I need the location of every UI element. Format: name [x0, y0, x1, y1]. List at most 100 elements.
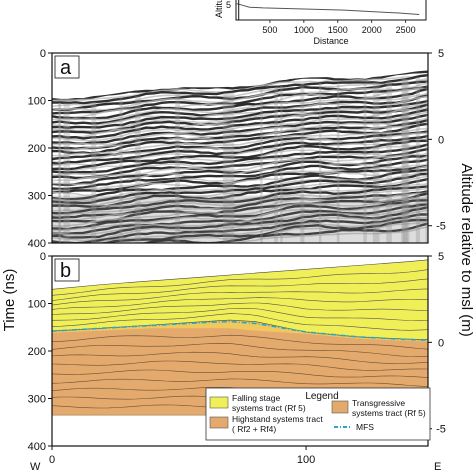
legend-highstand-label-1: Highstand systems tract: [232, 414, 323, 424]
ytick-right-label: 0: [438, 337, 444, 349]
radargram-streak: [223, 92, 229, 243]
ytick-left-label: 100: [28, 96, 46, 108]
radargram-streak: [401, 79, 408, 243]
radargram-reflector: [52, 175, 428, 207]
radargram-reflector: [52, 108, 428, 140]
inset-xtick-label: 2000: [362, 25, 382, 35]
radargram-streak: [274, 86, 278, 243]
legend-box: [205, 387, 431, 441]
radargram-streak: [63, 102, 70, 243]
mfs-line: [52, 320, 428, 341]
ytick-right-label: 5: [438, 251, 444, 263]
radargram-streak: [175, 92, 180, 243]
legend-transgressive-label-2: systems tract (Rf 5): [352, 408, 426, 418]
falling-stage-reflector: [52, 288, 428, 306]
radargram-reflector: [52, 94, 428, 125]
radargram-reflector: [52, 171, 428, 202]
inset-xtick-label: 2500: [396, 25, 416, 35]
inset-ytick-5: 5: [226, 0, 231, 10]
legend-transgressive-label-1: Transgressive: [352, 398, 405, 408]
ytick-left-label: 0: [40, 48, 46, 60]
ytick-left-label: 400: [28, 441, 46, 453]
inset-ylabel: Altitu: [214, 0, 224, 18]
inset-xtick-label: 1000: [294, 25, 314, 35]
radargram-reflector: [52, 183, 428, 212]
radargram-reflector: [52, 113, 428, 145]
panel-b-left-ticks: 0 100 200 300 400: [28, 251, 52, 453]
inset-xtick-label: 1500: [328, 25, 348, 35]
radargram-reflector: [52, 158, 428, 191]
ytick-right-label: 0: [438, 134, 444, 146]
inset-xtick-label: 500: [262, 25, 277, 35]
legend-title: Legend: [305, 391, 338, 402]
radargram-image: [52, 53, 428, 243]
falling-stage-reflector: [52, 313, 428, 331]
radargram-streak: [402, 79, 410, 243]
radargram-streak: [119, 98, 123, 243]
legend-swatch-highstand: [209, 416, 229, 429]
radargram-reflector: [52, 199, 428, 231]
ytick-left-label: 400: [28, 238, 46, 250]
radargram-reflector: [52, 197, 428, 228]
radargram-streak: [319, 82, 322, 243]
radargram-reflector: [52, 202, 428, 232]
radargram-streak: [372, 82, 380, 243]
radargram-reflector: [88, 216, 428, 243]
y-axis-title-left: Time (ns): [1, 269, 18, 332]
radargram-streak: [280, 86, 283, 243]
radargram-reflector: [52, 172, 428, 205]
y-axis-title-right: Altitude relative to msl (m): [458, 163, 474, 336]
radargram-reflector: [52, 187, 428, 217]
radargram-reflector: [52, 148, 428, 180]
x-axis-label-west: W: [30, 461, 41, 473]
legend: Legend Falling stage systems tract (Rf 5…: [205, 387, 431, 441]
radargram-reflector: [140, 222, 428, 243]
ytick-right-label: -5: [436, 424, 446, 436]
radargram-reflector: [52, 168, 428, 201]
radargram-deep-zone: [52, 195, 428, 243]
panel-b-label-box: [54, 258, 80, 282]
panel-b-label: b: [60, 260, 71, 282]
ytick-left-label: 0: [40, 251, 46, 263]
legend-falling-label-2: systems tract (Rf 5): [232, 403, 306, 413]
panel-a-label: a: [60, 57, 72, 79]
radargram-reflector: [52, 152, 428, 182]
radargram-streak: [363, 82, 367, 243]
x-axis-label-east: E: [434, 461, 441, 473]
legend-swatch-falling: [209, 396, 229, 409]
highstand-reflector: [52, 351, 428, 364]
ytick-left-label: 200: [28, 143, 46, 155]
highstand-reflector: [52, 343, 428, 358]
radargram-streak: [336, 82, 340, 243]
radargram-streak: [260, 89, 263, 243]
radargram-reflector: [97, 218, 428, 243]
xtick-label: 0: [49, 454, 55, 466]
panel-b: b 0 100 200 300 400 5 0 -5 0 100 Legend Falling…: [28, 251, 446, 466]
legend-highstand-label-2: ( Rf2 + Rf4): [232, 424, 276, 434]
panel-a-left-ticks: 0 100 200 300 400: [28, 48, 52, 250]
radargram-reflector: [52, 139, 428, 171]
radargram-reflector: [52, 111, 428, 142]
highstand-reflector: [52, 334, 428, 350]
radargram-reflector: [52, 92, 428, 121]
radargram-streak: [386, 81, 392, 243]
inset-plot: [236, 0, 420, 20]
ytick-left-label: 200: [28, 346, 46, 358]
radargram-streak: [58, 102, 62, 243]
panel-a: a 0 100 200 300 400 5 0 -5: [28, 48, 446, 250]
legend-swatch-transgressive: [331, 400, 349, 414]
xtick-label: 100: [297, 454, 315, 466]
panel-a-right-ticks: 5 0 -5: [428, 48, 446, 233]
falling-stage-reflector: [52, 302, 428, 315]
panel-b-right-ticks: 5 0 -5: [428, 251, 446, 436]
falling-stage-reflector: [52, 278, 428, 301]
inset-x-ticks: 500 1000 1500 2000 2500: [262, 20, 416, 35]
radargram-reflector: [52, 205, 428, 236]
inset-series-line: [236, 3, 420, 15]
ytick-left-label: 300: [28, 394, 46, 406]
radargram-air-mask: [52, 53, 428, 98]
radargram-reflector: [52, 117, 428, 146]
ytick-right-label: -5: [436, 221, 446, 233]
panel-b-x-ticks: 0 100: [49, 446, 315, 466]
